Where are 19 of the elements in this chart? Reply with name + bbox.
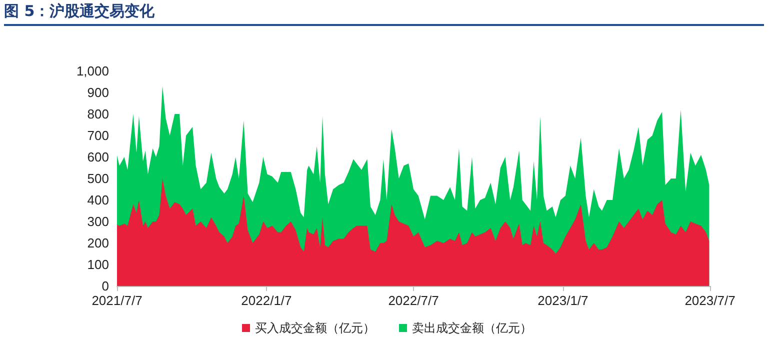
x-tick-label: 2023/1/7: [538, 293, 588, 308]
y-tick-label: 0: [102, 278, 109, 294]
y-tick-label: 500: [87, 171, 109, 186]
y-tick-label: 300: [87, 214, 109, 229]
x-tick-label: 2022/7/7: [388, 293, 439, 308]
legend-label: 卖出成交金额（亿元）: [412, 321, 532, 335]
chart-title: 图 5：沪股通交易变化: [4, 0, 764, 26]
x-tick-label: 2021/7/7: [92, 293, 142, 308]
y-tick-label: 400: [87, 192, 109, 208]
y-tick-label: 900: [87, 85, 109, 100]
x-tick-label: 2022/1/7: [241, 293, 292, 308]
x-tick-label: 2023/7/7: [684, 293, 736, 308]
y-tick-label: 800: [87, 106, 109, 122]
y-tick-label: 700: [87, 128, 109, 143]
y-tick-label: 100: [87, 257, 109, 272]
y-tick-label: 200: [87, 236, 109, 250]
y-tick-label: 600: [87, 150, 109, 164]
legend-label: 买入成交金额（亿元）: [255, 321, 375, 335]
y-tick-label: 1,000: [76, 64, 109, 78]
